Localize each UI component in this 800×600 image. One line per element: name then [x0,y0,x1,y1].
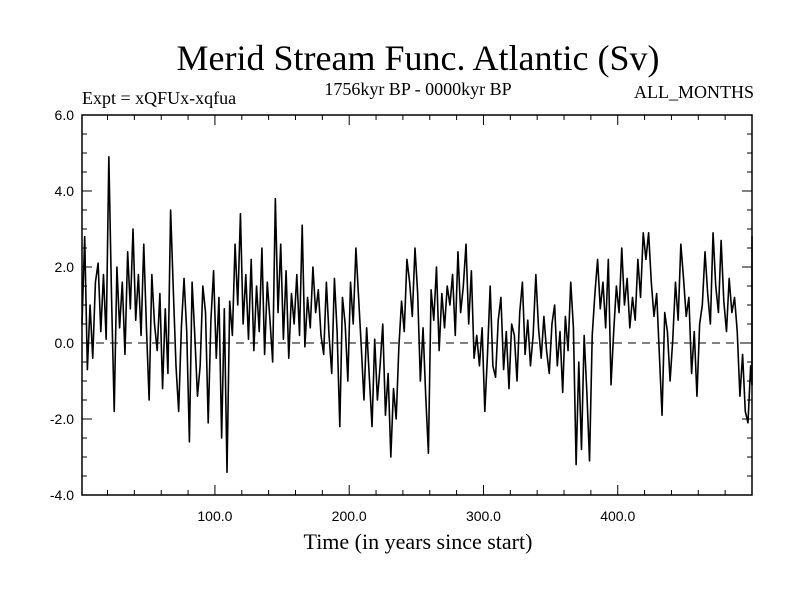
x-axis-label: Time (in years since start) [304,529,533,554]
x-tick-label: 400.0 [600,508,635,524]
y-tick-label: 4.0 [55,183,75,199]
time-range-label: 1756kyr BP - 0000kyr BP [324,79,511,99]
chart-title: Merid Stream Func. Atlantic (Sv) [177,38,660,78]
x-tick-label: 200.0 [332,508,367,524]
experiment-label: Expt = xQFUx-xqfua [82,88,236,108]
x-tick-label: 300.0 [466,508,501,524]
months-label: ALL_MONTHS [634,82,754,102]
data-series-line [81,156,753,474]
x-tick-label: 100.0 [197,508,232,524]
y-tick-label: 2.0 [55,259,75,275]
y-tick-label: 6.0 [55,107,75,123]
y-tick-label: -4.0 [50,487,74,503]
y-tick-label: -2.0 [50,411,74,427]
plot-frame [81,114,753,496]
y-tick-label: 0.0 [55,335,75,351]
x-tick-labels: 100.0 200.0 300.0 400.0 [197,508,635,524]
y-tick-labels: -4.0 -2.0 0.0 2.0 4.0 6.0 [50,107,74,503]
